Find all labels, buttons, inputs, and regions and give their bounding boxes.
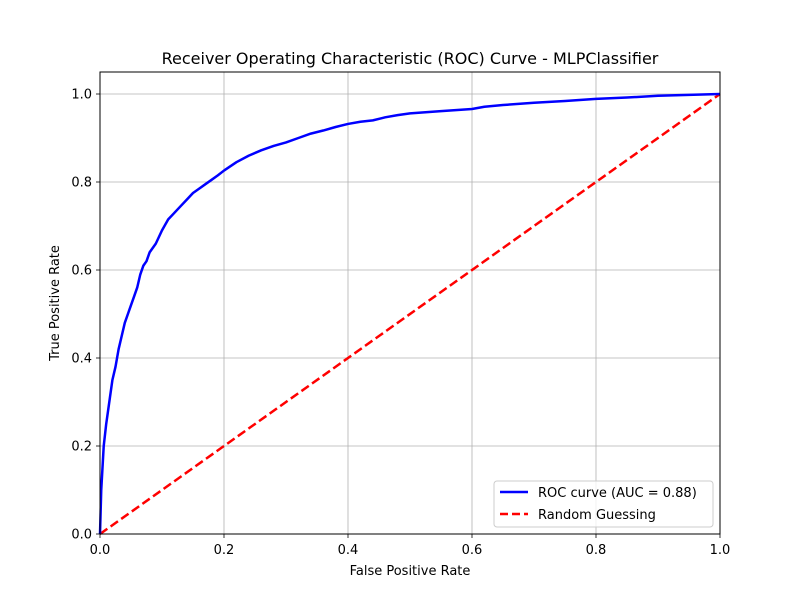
x-tick-label: 0.4 bbox=[338, 543, 359, 558]
y-tick-label: 0.2 bbox=[71, 440, 92, 455]
x-tick-label: 0.2 bbox=[214, 543, 235, 558]
x-tick-label: 0.0 bbox=[90, 543, 111, 558]
grid bbox=[99, 72, 721, 535]
y-tick-label: 0.6 bbox=[71, 264, 92, 279]
chart-title: Receiver Operating Characteristic (ROC) … bbox=[162, 49, 659, 68]
y-tick-label: 1.0 bbox=[71, 88, 92, 103]
y-tick-label: 0.4 bbox=[71, 352, 92, 367]
x-tick-label: 1.0 bbox=[710, 543, 731, 558]
legend-box bbox=[493, 480, 714, 528]
legend-label-random: Random Guessing bbox=[538, 508, 656, 523]
roc-curve-line bbox=[98, 92, 721, 535]
y-tick-label: 0.8 bbox=[71, 176, 92, 191]
y-axis-label: True Positive Rate bbox=[48, 245, 63, 362]
x-tick-label: 0.6 bbox=[462, 543, 483, 558]
axis-ticks: 0.0 0.2 0.4 0.6 0.8 1.0 0.0 0.2 0.4 0.6 0.8 1.0 bbox=[71, 88, 730, 559]
y-tick-label: 0.0 bbox=[71, 528, 92, 543]
random-guessing-line bbox=[99, 92, 721, 536]
legend: ROC curve (AUC = 0.88) Random Guessing bbox=[493, 480, 714, 528]
x-axis-label: False Positive Rate bbox=[350, 564, 471, 579]
legend-label-roc: ROC curve (AUC = 0.88) bbox=[538, 486, 697, 501]
plot-series bbox=[98, 92, 721, 536]
x-tick-label: 0.8 bbox=[586, 543, 607, 558]
plot-frame bbox=[99, 71, 721, 535]
